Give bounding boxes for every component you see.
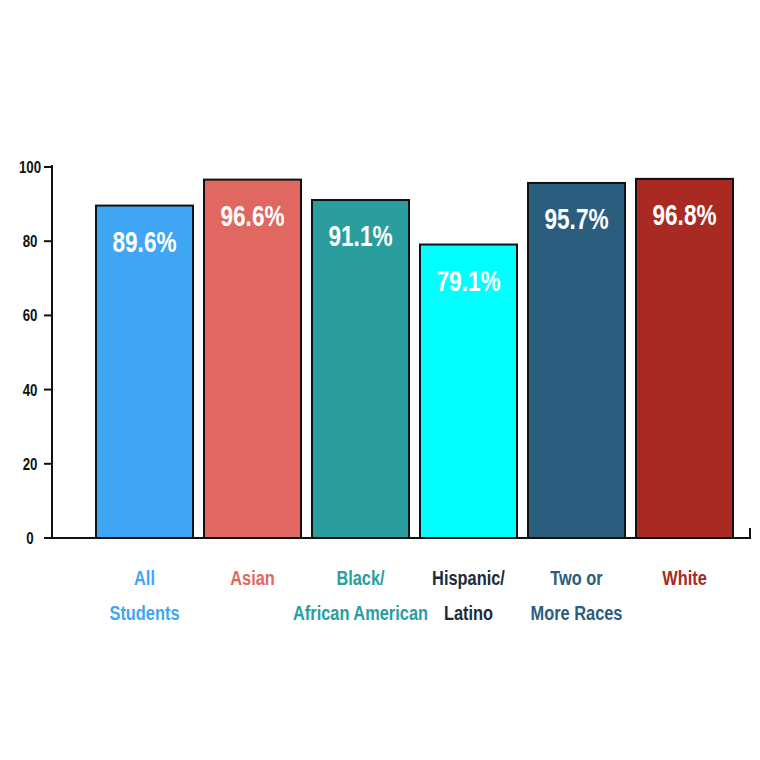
y-tick <box>44 240 52 242</box>
data-label-group: 91.1% <box>328 219 392 252</box>
chart-svg: 89.6% 96.6% 91.1% 79.1% 95.7% 96.8% 0 20 40 60 80 1… <box>0 0 760 760</box>
category-label-group: White <box>662 566 707 589</box>
data-label-group: 96.8% <box>652 198 716 231</box>
category-label: Two orMore Races <box>531 566 623 624</box>
category-label-group: Asian <box>230 566 275 589</box>
y-tick-label: 20 <box>23 454 38 473</box>
y-tick-label-group: 20 <box>23 454 38 473</box>
category-label: AllStudents <box>109 566 179 624</box>
x-axis <box>51 537 750 539</box>
data-label: 96.8% <box>652 198 716 231</box>
y-tick <box>44 166 52 168</box>
y-tick <box>44 537 52 539</box>
category-label-group: AllStudents <box>109 566 179 624</box>
data-label-group: 95.7% <box>544 202 608 235</box>
data-label-group: 89.6% <box>112 225 176 258</box>
category-label-group: Black/African American <box>293 566 428 624</box>
y-tick <box>44 463 52 465</box>
bar <box>420 245 517 538</box>
category-label: White <box>662 566 707 589</box>
bar <box>312 200 409 538</box>
data-label: 91.1% <box>328 219 392 252</box>
bar <box>528 183 625 538</box>
y-tick-label: 40 <box>23 380 38 399</box>
bar <box>96 206 193 538</box>
y-axis <box>51 165 53 539</box>
y-tick-label-group: 60 <box>23 306 38 325</box>
category-label-group: Two orMore Races <box>531 566 623 624</box>
bars <box>96 179 733 538</box>
y-tick <box>44 314 52 316</box>
data-label-group: 79.1% <box>436 264 500 297</box>
data-label: 96.6% <box>220 199 284 232</box>
y-tick-label: 0 <box>26 528 33 547</box>
labels: 89.6% 96.6% 91.1% 79.1% 95.7% 96.8% <box>112 198 716 297</box>
chart-container: 89.6% 96.6% 91.1% 79.1% 95.7% 96.8% 0 20 40 60 80 1… <box>0 0 760 760</box>
bar <box>204 180 301 538</box>
x-axis-end <box>749 528 751 539</box>
data-label-group: 96.6% <box>220 199 284 232</box>
y-tick-label-group: 0 <box>26 528 33 547</box>
bar <box>636 179 733 538</box>
y-tick-label-group: 100 <box>19 157 41 176</box>
y-tick <box>44 389 52 391</box>
data-label: 95.7% <box>544 202 608 235</box>
y-tick-label-group: 80 <box>23 232 38 251</box>
data-label: 79.1% <box>436 264 500 297</box>
category-label: Hispanic/Latino <box>432 566 505 624</box>
data-label: 89.6% <box>112 225 176 258</box>
y-tick-label: 60 <box>23 306 38 325</box>
y-tick-label: 80 <box>23 232 38 251</box>
y-tick-label: 100 <box>19 157 41 176</box>
y-tick-label-group: 40 <box>23 380 38 399</box>
category-label: Asian <box>230 566 275 589</box>
category-label-group: Hispanic/Latino <box>432 566 505 624</box>
category-label: Black/African American <box>293 566 428 624</box>
